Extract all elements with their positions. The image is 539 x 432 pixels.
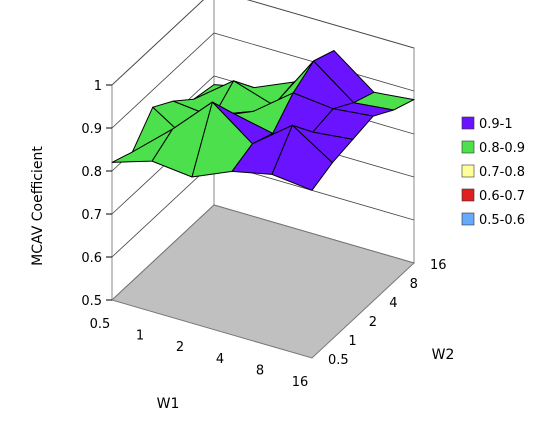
y-tick-label: 8 [410,277,418,292]
z-tick-label: 0.8 [81,165,102,180]
y-tick-label: 1 [348,334,356,349]
z-tick-label: 0.7 [81,208,102,223]
surface-cell [271,124,333,191]
legend-swatch [461,212,475,226]
z-axis-title: MCAV Coefficient [30,146,46,266]
legend-label: 0.7-0.8 [479,165,525,180]
surface-cell [111,128,173,163]
legend-label: 0.9-1 [479,117,513,132]
y-axis-title: W2 [432,347,455,363]
chart-floor [111,204,415,359]
legend-swatch [461,188,475,202]
y-tick-label: 16 [430,258,447,273]
legend-label: 0.6-0.7 [479,189,525,204]
y-tick-label: 4 [389,296,397,311]
z-tick-label: 1 [94,79,102,94]
x-axis-title: W1 [157,396,180,412]
x-tick-label: 8 [256,363,264,378]
x-tick-label: 0.5 [90,317,111,332]
floor-plane [111,204,415,359]
z-tick-label: 0.6 [81,251,102,266]
x-tick-label: 16 [292,375,309,390]
legend-label: 0.8-0.9 [479,141,525,156]
legend-label: 0.5-0.6 [479,213,525,228]
z-tick-label: 0.5 [81,294,102,309]
legend-swatch [461,140,475,154]
legend: 0.9-1 0.8-0.9 0.7-0.8 0.6-0.7 0.5-0.6 [461,116,525,228]
x-tick-label: 1 [136,329,144,344]
legend-swatch [461,116,475,130]
y-tick-label: 0.5 [328,353,349,368]
x-tick-label: 4 [216,352,224,367]
x-tick-label: 2 [176,340,184,355]
z-gridline [111,0,415,86]
z-tick-label: 0.9 [81,122,102,137]
surface-mesh [111,50,415,191]
y-tick-label: 2 [369,315,377,330]
legend-swatch [461,164,475,178]
